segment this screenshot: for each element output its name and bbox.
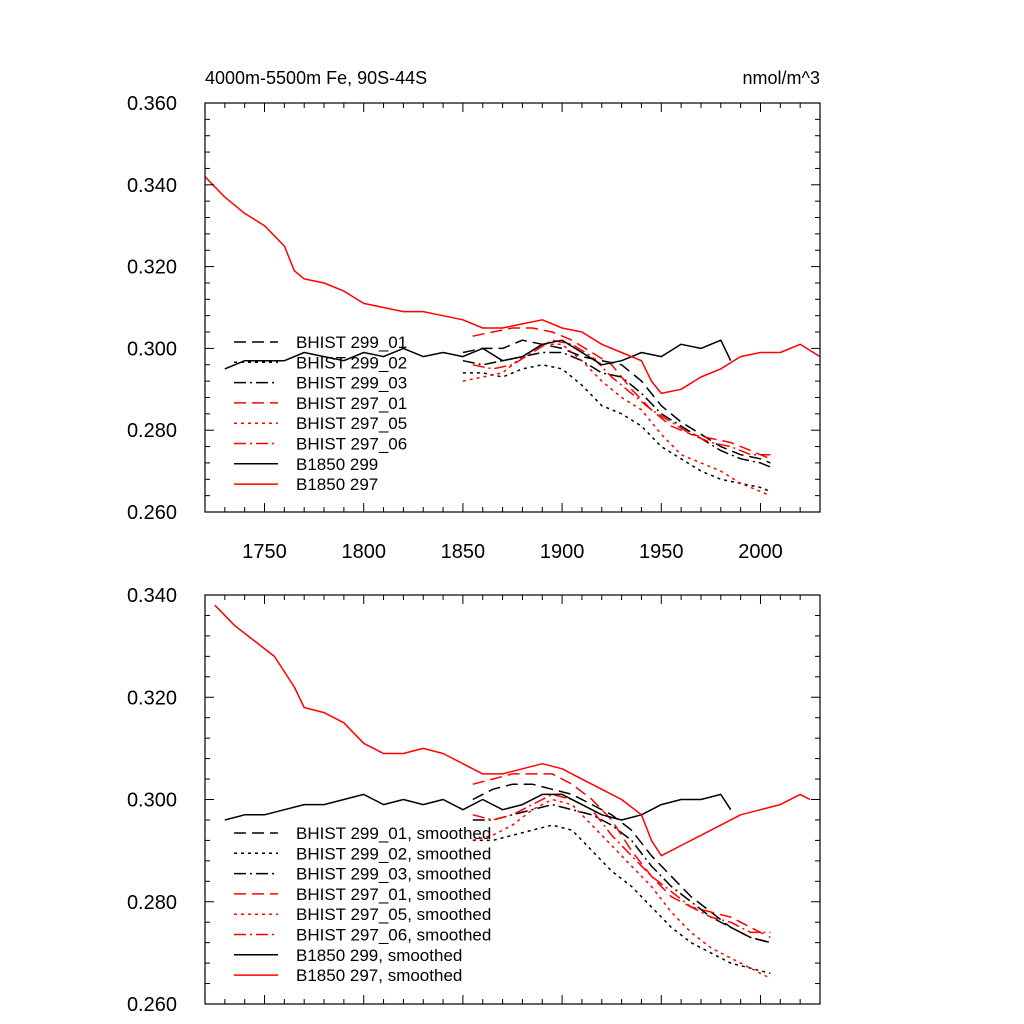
series-line-1-7	[224, 339, 732, 370]
top-chart-title: 4000m-5500m Fe, 90S-44S	[205, 68, 427, 88]
y-tick-label: 0.320	[127, 687, 177, 709]
legend-label: BHIST 297_05	[296, 414, 407, 433]
bottom-panel: 0.260 0.280 0.300 0.320 0.340 BHIST 299_01, s…	[127, 585, 821, 1016]
legend-label: B1850 297	[296, 475, 378, 494]
series-line-1-2	[462, 364, 771, 493]
y-tick-label: 0.320	[127, 257, 177, 279]
x-tick-label: 2000	[738, 541, 783, 563]
legend-label: BHIST 299_02, smoothed	[296, 844, 491, 863]
series-line-1-3	[462, 351, 771, 468]
legend-label: BHIST 297_05, smoothed	[296, 905, 491, 924]
top-chart-units: nmol/m^3	[743, 68, 820, 88]
x-tick-label: 1950	[639, 541, 684, 563]
series-line-2-1	[472, 783, 771, 944]
series-line-1-1	[462, 339, 771, 464]
series-line-2-3	[472, 803, 771, 944]
legend-label: BHIST 297_06	[296, 435, 407, 454]
series-line-2-2	[472, 824, 771, 975]
y-tick-label: 0.260	[127, 994, 177, 1016]
series-line-2-6	[472, 793, 771, 934]
x-tick-label: 1850	[441, 541, 486, 563]
legend-label: BHIST 299_03	[296, 374, 407, 393]
y-tick-label: 0.340	[127, 175, 177, 197]
series-line-1-4	[472, 327, 771, 460]
series-line-2-8	[214, 604, 811, 857]
y-tick-label: 0.300	[127, 790, 177, 812]
x-tick-label: 1900	[540, 541, 585, 563]
legend-label: B1850 297, smoothed	[296, 966, 462, 985]
legend-label: B1850 299, smoothed	[296, 946, 462, 965]
legend-label: BHIST 297_06, smoothed	[296, 926, 491, 945]
y-tick-label: 0.360	[127, 93, 177, 115]
series-line-1-8	[204, 176, 821, 395]
series-line-2-4	[472, 773, 771, 939]
series-line-2-7	[224, 793, 732, 821]
y-tick-label: 0.280	[127, 420, 177, 442]
y-tick-label: 0.340	[127, 585, 177, 607]
legend-label: BHIST 299_03, smoothed	[296, 865, 491, 884]
x-tick-label: 1800	[341, 541, 386, 563]
top-panel: 0.260 0.280 0.300 0.320 0.340 0.360 1750 1800 18…	[127, 93, 821, 563]
legend-label: BHIST 299_01, smoothed	[296, 824, 491, 843]
series-line-2-5	[472, 798, 771, 980]
legend-label: BHIST 299_02	[296, 353, 407, 372]
y-tick-label: 0.280	[127, 892, 177, 914]
legend-label: BHIST 299_01	[296, 333, 407, 352]
legend-label: B1850 299	[296, 455, 378, 474]
legend-label: BHIST 297_01	[296, 394, 407, 413]
legend-label: BHIST 297_01, smoothed	[296, 885, 491, 904]
y-tick-label: 0.260	[127, 502, 177, 524]
plot-frame	[204, 102, 821, 513]
x-tick-label: 1750	[242, 541, 287, 563]
y-tick-label: 0.300	[127, 338, 177, 360]
series-line-1-6	[472, 339, 771, 456]
